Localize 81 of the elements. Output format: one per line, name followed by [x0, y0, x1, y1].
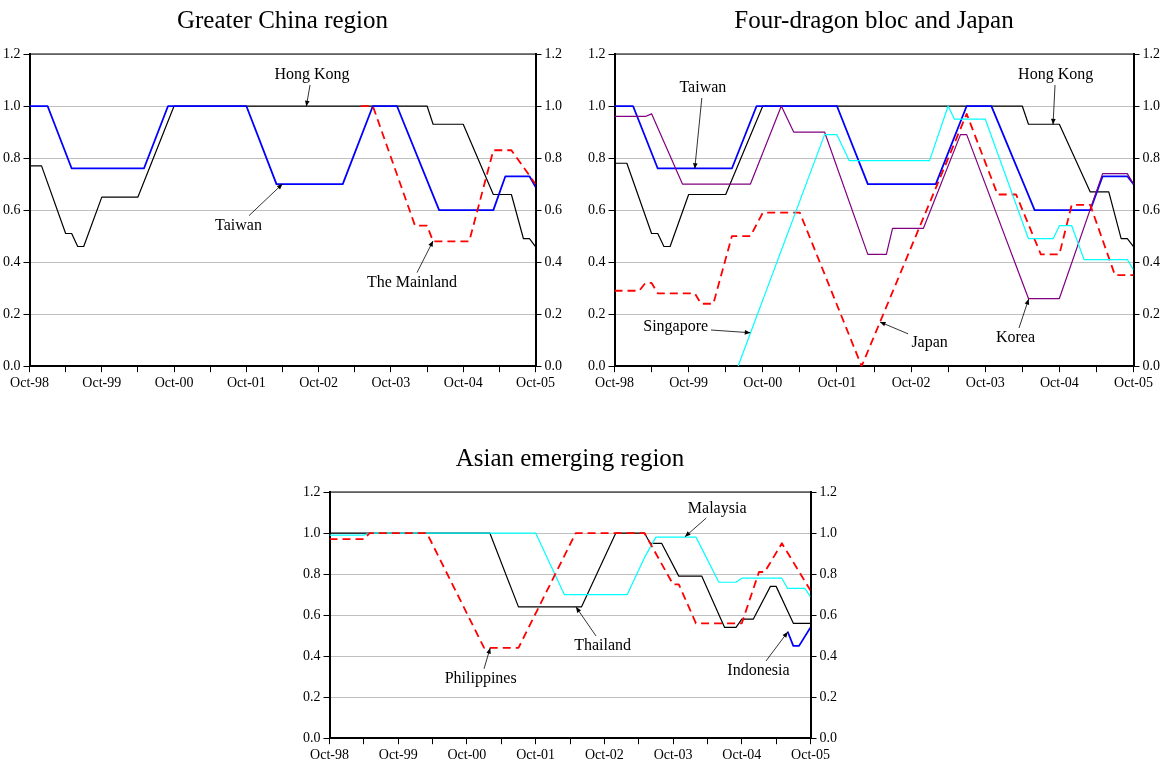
x-tick-label: Oct-98	[310, 747, 349, 763]
x-tick-label: Oct-04	[443, 375, 483, 391]
annotation: Malaysia	[687, 498, 747, 517]
x-tick-label: Oct-05	[516, 375, 555, 391]
x-tick-label: Oct-05	[1114, 375, 1153, 391]
y-tick-label: 0.6	[3, 201, 21, 217]
annotation: Hong Kong	[1018, 65, 1094, 84]
chart-title: Greater China region	[176, 5, 389, 33]
y2-tick-label: 1.2	[1142, 45, 1160, 61]
x-tick-label: Oct-01	[817, 375, 857, 391]
y-tick-label: 0.8	[588, 149, 606, 165]
y-tick-label: 1.2	[3, 45, 21, 61]
x-tick-label: Oct-04	[722, 747, 762, 763]
x-tick-label: Oct-01	[226, 375, 266, 391]
y2-tick-label: 0.4	[544, 253, 562, 269]
annotation: Thailand	[574, 636, 632, 654]
x-tick-label: Oct-01	[516, 747, 556, 763]
y-tick-label: 0.8	[303, 565, 321, 581]
annotation: Singapore	[643, 317, 709, 336]
x-tick-label: Oct-99	[378, 747, 418, 763]
y-tick-label: 0.8	[3, 149, 21, 165]
annotation: Japan	[911, 332, 948, 351]
annotation: Taiwan	[215, 215, 262, 233]
y2-tick-label: 0.6	[544, 201, 562, 217]
x-tick-label: Oct-99	[669, 375, 709, 391]
y2-tick-label: 1.2	[544, 45, 562, 61]
y-tick-label: 1.0	[3, 97, 21, 113]
y2-tick-label: 0.6	[819, 606, 837, 622]
y-tick-label: 0.2	[303, 688, 321, 704]
y-tick-label: 0.0	[303, 729, 321, 745]
annotation: Taiwan	[679, 78, 727, 96]
annotation: Korea	[995, 327, 1036, 345]
y2-tick-label: 0.2	[544, 305, 562, 321]
y2-tick-label: 0.2	[819, 688, 837, 704]
y2-tick-label: 0.4	[1142, 253, 1160, 269]
x-tick-label: Oct-03	[371, 375, 411, 391]
y2-tick-label: 0.0	[819, 729, 837, 745]
y-tick-label: 1.2	[588, 45, 606, 61]
annotation: Hong Kong	[274, 65, 350, 84]
annotation: Indonesia	[727, 660, 790, 678]
y2-tick-label: 0.0	[544, 357, 562, 373]
y2-tick-label: 0.8	[819, 565, 837, 581]
y-tick-label: 0.0	[588, 357, 606, 373]
y-tick-label: 1.0	[303, 524, 321, 540]
x-tick-label: Oct-00	[743, 375, 783, 391]
x-tick-label: Oct-99	[82, 375, 122, 391]
y-tick-label: 0.6	[588, 201, 606, 217]
y-tick-label: 0.4	[588, 253, 606, 269]
x-tick-label: Oct-00	[447, 747, 487, 763]
y2-tick-label: 0.8	[1142, 149, 1160, 165]
x-tick-label: Oct-02	[891, 375, 931, 391]
y2-tick-label: 0.4	[819, 647, 837, 663]
chart-title: Four-dragon bloc and Japan	[734, 5, 1015, 33]
x-tick-label: Oct-98	[10, 375, 49, 391]
y-tick-label: 0.2	[3, 305, 21, 321]
y2-tick-label: 0.6	[1142, 201, 1160, 217]
y2-tick-label: 1.0	[1142, 97, 1160, 113]
y-tick-label: 0.0	[3, 357, 21, 373]
annotation: The Mainland	[366, 273, 458, 291]
y-tick-label: 0.4	[3, 253, 21, 269]
x-tick-label: Oct-02	[584, 747, 624, 763]
x-tick-label: Oct-00	[154, 375, 194, 391]
x-tick-label: Oct-05	[791, 747, 830, 763]
y2-tick-label: 0.0	[1142, 357, 1160, 373]
y2-tick-label: 1.2	[819, 483, 837, 499]
chart-title: Asian emerging region	[455, 443, 685, 471]
y2-tick-label: 1.0	[544, 97, 562, 113]
annotation: Philippines	[444, 668, 517, 687]
y2-tick-label: 0.2	[1142, 305, 1160, 321]
y2-tick-label: 0.8	[544, 149, 562, 165]
y2-tick-label: 1.0	[819, 524, 837, 540]
y-tick-label: 1.0	[588, 97, 606, 113]
y-tick-label: 0.4	[303, 647, 321, 663]
y-tick-label: 0.2	[588, 305, 606, 321]
x-tick-label: Oct-03	[653, 747, 693, 763]
x-tick-label: Oct-02	[299, 375, 339, 391]
y-tick-label: 0.6	[303, 606, 321, 622]
y-tick-label: 1.2	[303, 483, 321, 499]
x-tick-label: Oct-98	[595, 375, 634, 391]
x-tick-label: Oct-04	[1039, 375, 1079, 391]
x-tick-label: Oct-03	[965, 375, 1005, 391]
